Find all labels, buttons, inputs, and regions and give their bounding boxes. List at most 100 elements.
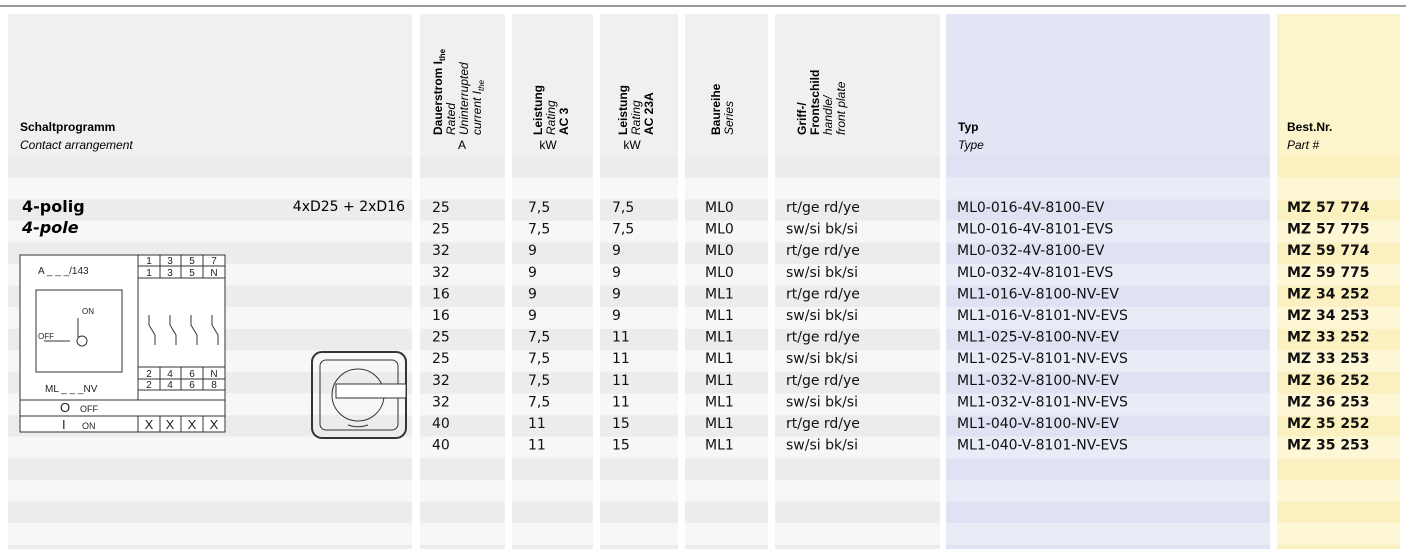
row-stripe [946,156,1270,178]
row-stripe [420,156,505,178]
header-cell [1277,14,1400,156]
row-stripe [512,372,593,394]
header-label: front plate [834,81,848,135]
part-number: MZ 35 253 [1287,438,1370,454]
header-cell [685,14,768,156]
series: ML0 [705,265,734,281]
rating-ac23a: 11 [612,330,630,346]
header-label: AC 23A [642,92,656,135]
row-stripe [8,544,412,549]
row-stripe [8,458,412,480]
rating-ac3: 9 [528,243,537,259]
row-stripe [512,544,593,549]
row-stripe [512,393,593,416]
row-stripe [775,177,940,200]
header-label: Contact arrangement [20,138,133,152]
row-stripe [420,350,505,372]
row-stripe [420,199,505,221]
row-stripe [600,177,678,200]
row-stripe [1277,415,1400,437]
row-stripe [8,156,412,178]
diagram-label: N [210,268,217,279]
row-stripe [946,350,1270,372]
handle: sw/si bk/si [786,438,858,454]
row-stripe [512,242,593,264]
header-label: Frontschild [808,70,822,135]
diagram-label: ON [82,307,94,316]
header-label: Uninterrupted [457,62,471,135]
rating-ac23a: 9 [612,308,621,324]
header-label: Dauerstrom Ithe [431,48,447,135]
header-label: current I [470,90,484,135]
row-stripe [775,436,940,459]
handle: rt/ge rd/ye [786,373,860,389]
part-number: MZ 36 253 [1287,394,1370,410]
header-subscript: the [438,48,447,61]
row-stripe [685,393,768,416]
row-stripe [1277,436,1400,459]
series: ML1 [705,286,734,302]
row-stripe [946,393,1270,416]
row-stripe [1277,177,1400,200]
header-cell [775,14,940,156]
row-stripe [8,177,412,200]
row-stripe [1277,307,1400,329]
handle: rt/ge rd/ye [786,286,860,302]
row-stripe [685,242,768,264]
row-stripe [946,307,1270,329]
type: ML1-016-V-8100-NV-EV [957,286,1119,302]
diagram-label: N [210,369,217,380]
rating-ac23a: 11 [612,394,630,410]
header-cell [512,14,593,156]
current: 25 [432,351,450,367]
diagram-label: 4 [167,369,173,380]
header-cell [946,14,1270,156]
rating-ac3: 7,5 [528,330,550,346]
current: 32 [432,243,450,259]
row-stripe [685,501,768,524]
row-stripe [685,523,768,545]
header-label: front plate [834,81,848,135]
rating-ac3: 11 [528,416,546,432]
row-stripe [600,415,678,437]
handle: sw/si bk/si [786,394,858,410]
row-stripe [600,501,678,524]
header-cell [420,14,505,156]
rating-ac23a: 7,5 [612,200,634,216]
diagram-label: X [210,417,219,432]
part-number: MZ 33 252 [1287,330,1370,346]
row-stripe [685,458,768,480]
row-stripe [8,523,412,545]
series: ML1 [705,308,734,324]
rating-ac23a: 9 [612,286,621,302]
header: Schaltprogramm Contact arrangement Typ T… [20,48,1332,152]
rating-ac23a: 9 [612,243,621,259]
row-stripe [775,307,940,329]
row-stripe [420,307,505,329]
row-stripe [420,393,505,416]
type: ML1-040-V-8100-NV-EV [957,416,1119,432]
rating-ac23a: 11 [612,351,630,367]
diagram-label: ML _ _ _NV [45,384,98,395]
row-stripe [1277,458,1400,480]
row-stripe [1277,156,1400,178]
row-stripe [775,199,940,221]
header-label: Schaltprogramm [20,120,115,134]
row-stripe [685,436,768,459]
row-stripe [512,199,593,221]
current: 40 [432,416,450,432]
diagram-label: 3 [167,256,173,267]
row-stripe [420,220,505,243]
row-stripe [946,436,1270,459]
row-stripe [775,350,940,372]
row-stripe [946,501,1270,524]
rating-ac3: 11 [528,438,546,454]
header-label: Series [722,101,736,135]
header-label: Griff-/ [795,102,809,135]
row-stripe [600,480,678,502]
row-stripe [1277,523,1400,545]
header-label: Best.Nr. [1287,120,1332,134]
row-stripe [946,480,1270,502]
row-stripe [685,220,768,243]
row-stripe [8,199,412,221]
